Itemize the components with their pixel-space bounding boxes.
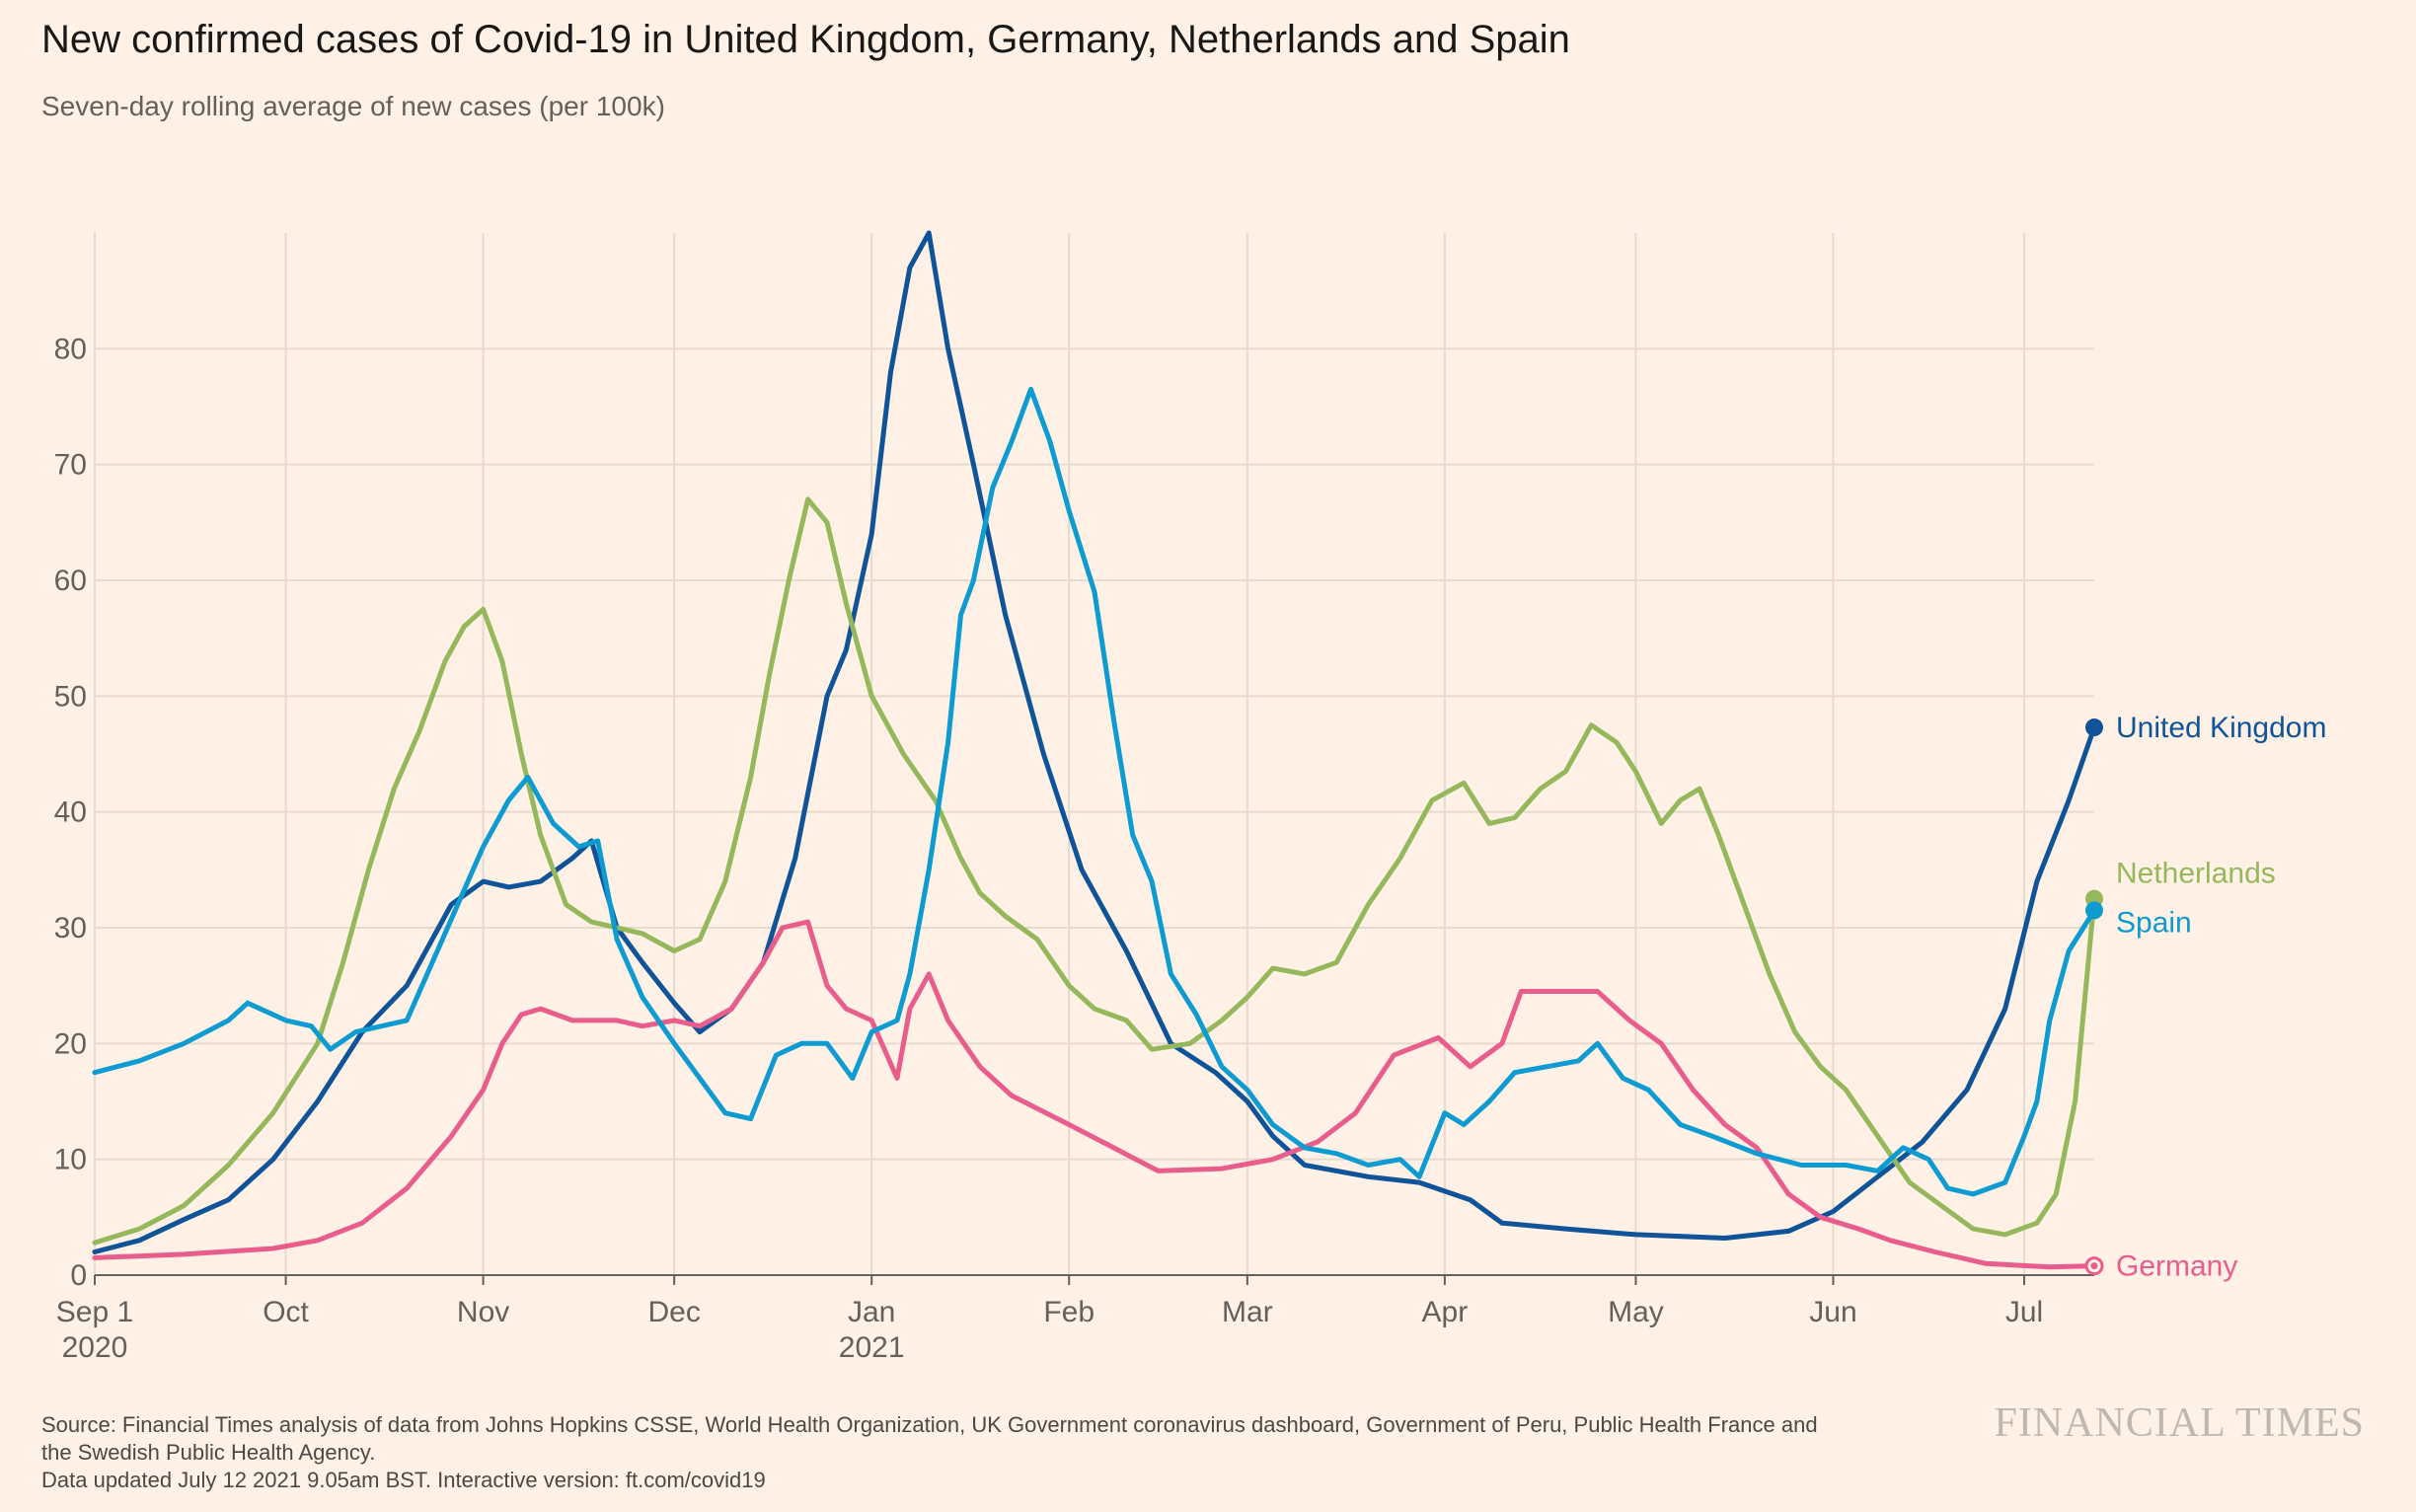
x-tick-label: Sep 1: [56, 1296, 133, 1328]
series-line-spain: [92, 386, 2097, 1197]
chart-title: New confirmed cases of Covid-19 in Unite…: [41, 18, 1570, 61]
x-tick-label: Apr: [1422, 1296, 1469, 1328]
x-tick-year-label: 2021: [839, 1331, 905, 1364]
end-label-germany: Germany: [2116, 1250, 2237, 1283]
x-tick-label: Feb: [1043, 1296, 1095, 1328]
ft-logo: FINANCIAL TIMES: [1994, 1400, 2365, 1446]
y-tick-label: 40: [54, 796, 87, 829]
x-tick-label: Jan: [848, 1296, 895, 1328]
end-label-netherlands: Netherlands: [2116, 858, 2276, 890]
x-tick-label: Oct: [263, 1296, 309, 1328]
y-tick-label: 30: [54, 912, 87, 945]
y-tick-label: 0: [70, 1259, 87, 1292]
series-line-united-kingdom: [92, 230, 2097, 1254]
x-tick-label: May: [1608, 1296, 1664, 1328]
source-note: Source: Financial Times analysis of data…: [41, 1411, 1996, 1494]
x-tick-year-label: 2020: [62, 1331, 128, 1364]
x-tick-label: Nov: [457, 1296, 509, 1328]
x-tick-label: Mar: [1222, 1296, 1273, 1328]
y-tick-label: 20: [54, 1027, 87, 1060]
x-tick-label: Jul: [2005, 1296, 2043, 1328]
series-lines: [92, 230, 2097, 1270]
source-line-3: Data updated July 12 2021 9.05am BST. In…: [41, 1468, 766, 1492]
x-tick-label: Jun: [1809, 1296, 1856, 1328]
source-line-2: the Swedish Public Health Agency.: [41, 1440, 376, 1465]
y-tick-label: 80: [54, 333, 87, 365]
chart-subtitle: Seven-day rolling average of new cases (…: [41, 91, 665, 121]
end-marker-united-kingdom: [2085, 718, 2103, 737]
y-tick-label: 70: [54, 449, 87, 482]
x-tick-label: Dec: [647, 1296, 700, 1328]
y-axis: 0 10 20 30 40 50 60 70 80: [54, 333, 87, 1292]
end-marker-spain: [2085, 901, 2103, 920]
y-tick-label: 10: [54, 1144, 87, 1176]
source-line-1: Source: Financial Times analysis of data…: [41, 1412, 1818, 1437]
end-label-spain: Spain: [2116, 906, 2192, 939]
end-marker-dot-germany: [2090, 1262, 2098, 1270]
y-tick-label: 60: [54, 565, 87, 597]
series-line-germany: [92, 919, 2097, 1270]
y-tick-label: 50: [54, 680, 87, 713]
grid-lines: [94, 233, 2094, 1275]
end-label-united-kingdom: United Kingdom: [2116, 712, 2326, 744]
series-line-netherlands: [92, 496, 2097, 1246]
end-labels: United Kingdom Netherlands Spain Germany: [2084, 712, 2326, 1283]
